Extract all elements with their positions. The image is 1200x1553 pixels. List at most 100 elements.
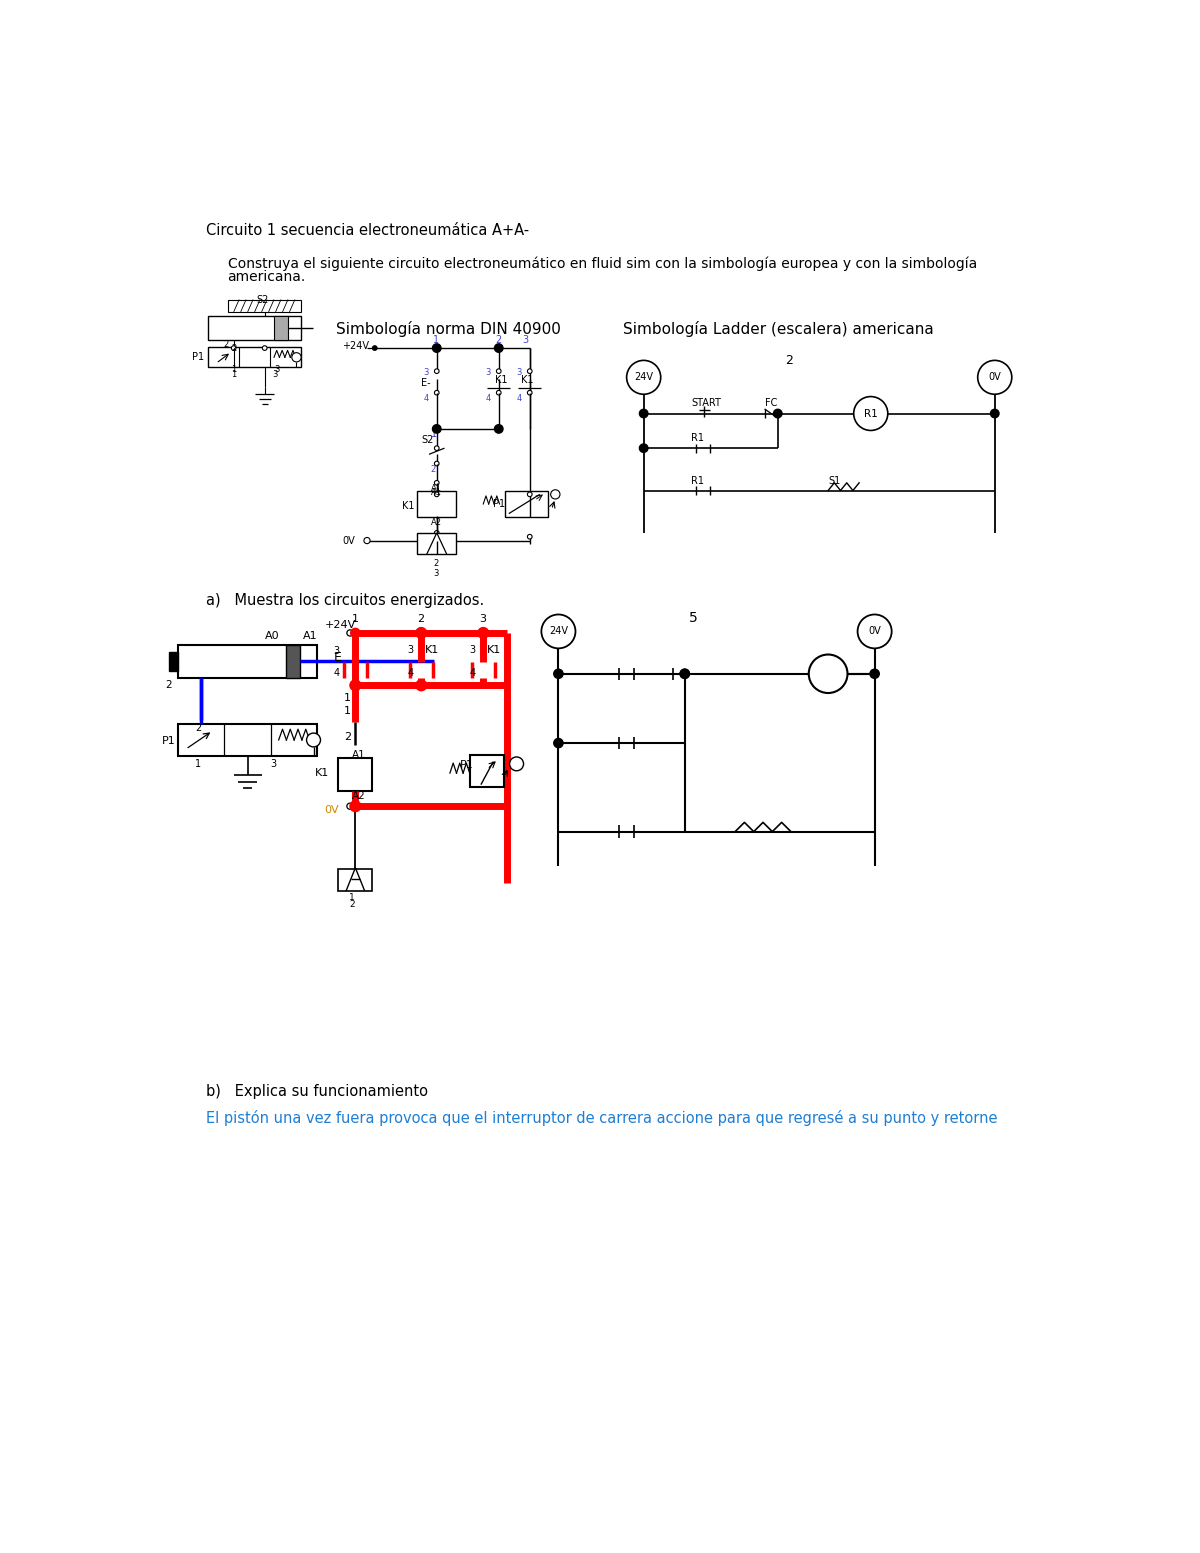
Bar bbox=[418, 533, 456, 554]
Bar bbox=[505, 491, 547, 517]
Text: 2: 2 bbox=[433, 559, 439, 568]
Bar bbox=[208, 348, 301, 368]
Bar bbox=[178, 724, 318, 756]
Text: 3: 3 bbox=[479, 613, 486, 624]
Text: K1: K1 bbox=[425, 644, 439, 655]
Bar bbox=[178, 646, 318, 677]
Text: 0V: 0V bbox=[989, 373, 1001, 382]
Text: 3: 3 bbox=[407, 644, 414, 655]
Circle shape bbox=[350, 629, 360, 638]
Circle shape bbox=[853, 396, 888, 430]
Text: 4: 4 bbox=[424, 393, 428, 402]
Text: A2: A2 bbox=[431, 519, 442, 528]
Bar bbox=[287, 646, 300, 677]
Text: 3: 3 bbox=[433, 568, 439, 578]
Text: A1: A1 bbox=[431, 488, 442, 497]
Bar bbox=[338, 870, 372, 891]
Text: 2: 2 bbox=[418, 613, 425, 624]
Circle shape bbox=[497, 370, 502, 373]
Text: P1: P1 bbox=[460, 761, 474, 770]
Text: 4: 4 bbox=[516, 393, 522, 402]
Bar bbox=[338, 758, 372, 790]
Circle shape bbox=[347, 631, 353, 637]
Circle shape bbox=[478, 627, 488, 638]
Text: 2: 2 bbox=[232, 343, 236, 353]
Circle shape bbox=[434, 370, 439, 373]
Text: 1: 1 bbox=[433, 335, 439, 345]
Circle shape bbox=[809, 654, 847, 693]
Text: A1: A1 bbox=[352, 750, 365, 759]
Text: 1: 1 bbox=[349, 893, 355, 902]
Circle shape bbox=[494, 343, 503, 353]
Text: 1: 1 bbox=[232, 365, 236, 374]
Circle shape bbox=[232, 346, 236, 351]
Text: Construya el siguiente circuito electroneumático en fluid sim con la simbología : Construya el siguiente circuito electron… bbox=[228, 256, 977, 270]
Text: A1: A1 bbox=[302, 631, 317, 641]
Text: START: START bbox=[691, 399, 721, 408]
Bar bbox=[418, 491, 456, 517]
Text: 24V: 24V bbox=[634, 373, 653, 382]
Text: K1: K1 bbox=[316, 769, 329, 778]
Circle shape bbox=[870, 669, 880, 679]
Text: +24V: +24V bbox=[342, 340, 370, 351]
Text: S2: S2 bbox=[421, 435, 433, 446]
Text: P1: P1 bbox=[162, 736, 175, 745]
Bar bbox=[208, 315, 301, 340]
Text: E: E bbox=[334, 651, 342, 665]
Text: +24V: +24V bbox=[324, 620, 355, 631]
Text: 2: 2 bbox=[494, 335, 502, 345]
Circle shape bbox=[528, 534, 532, 539]
Bar bbox=[228, 300, 301, 312]
Circle shape bbox=[432, 343, 442, 353]
Circle shape bbox=[990, 410, 1000, 418]
Circle shape bbox=[372, 346, 377, 351]
Text: 0V: 0V bbox=[342, 536, 355, 545]
Bar bbox=[168, 652, 178, 671]
Circle shape bbox=[432, 424, 442, 433]
Text: 2: 2 bbox=[349, 901, 355, 909]
Circle shape bbox=[680, 669, 690, 679]
Circle shape bbox=[541, 615, 576, 648]
Text: 5: 5 bbox=[689, 610, 697, 624]
Circle shape bbox=[553, 738, 563, 747]
Bar bbox=[470, 755, 504, 787]
Circle shape bbox=[774, 410, 782, 418]
Text: K1: K1 bbox=[521, 376, 534, 385]
Text: 0V: 0V bbox=[869, 626, 881, 637]
Circle shape bbox=[350, 680, 361, 691]
Text: 2: 2 bbox=[194, 722, 202, 733]
Text: R1: R1 bbox=[691, 475, 704, 486]
Text: 4: 4 bbox=[407, 668, 414, 679]
Text: E-: E- bbox=[421, 377, 431, 388]
Circle shape bbox=[364, 537, 370, 544]
Text: 3: 3 bbox=[274, 365, 280, 374]
Text: 2: 2 bbox=[786, 354, 793, 367]
Circle shape bbox=[626, 360, 661, 394]
Text: R1: R1 bbox=[691, 433, 704, 443]
Text: K1: K1 bbox=[402, 502, 414, 511]
Text: americana.: americana. bbox=[228, 270, 306, 284]
Text: 1: 1 bbox=[352, 613, 359, 624]
Text: 3: 3 bbox=[522, 335, 528, 345]
Text: 3: 3 bbox=[516, 368, 522, 377]
Circle shape bbox=[434, 492, 439, 497]
Text: K1: K1 bbox=[494, 376, 508, 385]
Text: 4: 4 bbox=[469, 668, 475, 679]
Text: a)   Muestra los circuitos energizados.: a) Muestra los circuitos energizados. bbox=[206, 593, 484, 609]
Text: A2: A2 bbox=[352, 790, 365, 801]
Circle shape bbox=[553, 669, 563, 679]
Text: S1: S1 bbox=[828, 475, 840, 486]
Circle shape bbox=[347, 803, 353, 809]
Text: 2: 2 bbox=[343, 731, 350, 742]
Circle shape bbox=[416, 680, 427, 691]
Circle shape bbox=[680, 669, 690, 679]
Text: 2: 2 bbox=[166, 680, 172, 691]
Text: FC: FC bbox=[764, 399, 776, 408]
Circle shape bbox=[292, 353, 301, 362]
Circle shape bbox=[978, 360, 1012, 394]
Circle shape bbox=[306, 733, 320, 747]
Circle shape bbox=[494, 424, 503, 433]
Circle shape bbox=[434, 446, 439, 450]
Circle shape bbox=[434, 531, 439, 536]
Circle shape bbox=[434, 461, 439, 466]
